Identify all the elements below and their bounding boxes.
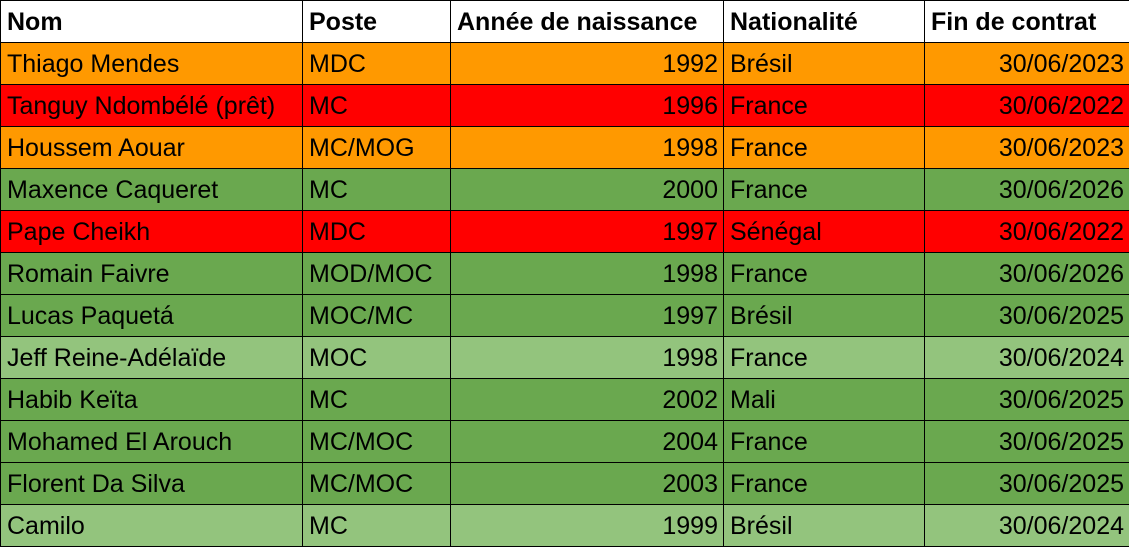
table-row: Mohamed El Arouch MC/MOC 2004 France 30/06/2… (0, 420, 1129, 463)
header-nom: Nom (0, 0, 303, 43)
table-row: Habib Keïta MC 2002 Mali 30/06/2025 (0, 378, 1129, 421)
cell-poste: MC/MOC (302, 462, 451, 505)
table-row: Tanguy Ndombélé (prêt) MC 1996 France 30/06/… (0, 84, 1129, 127)
header-fin-de-contrat: Fin de contrat (924, 0, 1129, 43)
cell-nom: Camilo (0, 504, 303, 547)
cell-fin-de-contrat: 30/06/2022 (924, 210, 1129, 253)
cell-poste: MDC (302, 42, 451, 85)
cell-nationalite: Brésil (723, 504, 925, 547)
cell-poste: MOC (302, 336, 451, 379)
header-row: Nom Poste Année de naissance Nationalité… (0, 0, 1129, 43)
cell-nationalite: Brésil (723, 42, 925, 85)
table-row: Florent Da Silva MC/MOC 2003 France 30/06/20… (0, 462, 1129, 505)
cell-fin-de-contrat: 30/06/2025 (924, 294, 1129, 337)
cell-nationalite: France (723, 84, 925, 127)
cell-nationalite: France (723, 420, 925, 463)
cell-annee-de-naissance: 1996 (450, 84, 724, 127)
cell-nationalite: France (723, 126, 925, 169)
cell-nationalite: Mali (723, 378, 925, 421)
cell-nom: Houssem Aouar (0, 126, 303, 169)
table-row: Romain Faivre MOD/MOC 1998 France 30/06/2026 (0, 252, 1129, 295)
cell-fin-de-contrat: 30/06/2024 (924, 504, 1129, 547)
cell-nationalite: France (723, 252, 925, 295)
cell-poste: MC (302, 84, 451, 127)
table-body: Thiago Mendes MDC 1992 Brésil 30/06/2023 Tang… (0, 42, 1129, 547)
cell-poste: MC/MOG (302, 126, 451, 169)
cell-fin-de-contrat: 30/06/2023 (924, 42, 1129, 85)
cell-annee-de-naissance: 1997 (450, 210, 724, 253)
cell-fin-de-contrat: 30/06/2024 (924, 336, 1129, 379)
table-row: Maxence Caqueret MC 2000 France 30/06/2026 (0, 168, 1129, 211)
cell-nom: Maxence Caqueret (0, 168, 303, 211)
cell-annee-de-naissance: 2003 (450, 462, 724, 505)
cell-fin-de-contrat: 30/06/2026 (924, 168, 1129, 211)
cell-nom: Habib Keïta (0, 378, 303, 421)
table-row: Jeff Reine-Adélaïde MOC 1998 France 30/06/20… (0, 336, 1129, 379)
cell-poste: MDC (302, 210, 451, 253)
cell-nom: Pape Cheikh (0, 210, 303, 253)
cell-nom: Lucas Paquetá (0, 294, 303, 337)
table-header: Nom Poste Année de naissance Nationalité… (0, 0, 1129, 43)
cell-annee-de-naissance: 1998 (450, 336, 724, 379)
cell-annee-de-naissance: 1997 (450, 294, 724, 337)
cell-nom: Thiago Mendes (0, 42, 303, 85)
cell-nom: Tanguy Ndombélé (prêt) (0, 84, 303, 127)
cell-nom: Florent Da Silva (0, 462, 303, 505)
cell-nationalite: France (723, 168, 925, 211)
table-row: Camilo MC 1999 Brésil 30/06/2024 (0, 504, 1129, 547)
cell-annee-de-naissance: 2002 (450, 378, 724, 421)
cell-nationalite: Brésil (723, 294, 925, 337)
cell-poste: MOC/MC (302, 294, 451, 337)
header-annee-de-naissance: Année de naissance (450, 0, 724, 43)
cell-nationalite: France (723, 336, 925, 379)
header-poste: Poste (302, 0, 451, 43)
cell-poste: MC (302, 378, 451, 421)
cell-fin-de-contrat: 30/06/2025 (924, 378, 1129, 421)
cell-nom: Romain Faivre (0, 252, 303, 295)
cell-fin-de-contrat: 30/06/2022 (924, 84, 1129, 127)
table-row: Thiago Mendes MDC 1992 Brésil 30/06/2023 (0, 42, 1129, 85)
cell-nom: Mohamed El Arouch (0, 420, 303, 463)
cell-fin-de-contrat: 30/06/2023 (924, 126, 1129, 169)
cell-poste: MC (302, 168, 451, 211)
cell-annee-de-naissance: 2000 (450, 168, 724, 211)
table-row: Pape Cheikh MDC 1997 Sénégal 30/06/2022 (0, 210, 1129, 253)
table-row: Houssem Aouar MC/MOG 1998 France 30/06/2023 (0, 126, 1129, 169)
cell-annee-de-naissance: 2004 (450, 420, 724, 463)
cell-nom: Jeff Reine-Adélaïde (0, 336, 303, 379)
cell-poste: MOD/MOC (302, 252, 451, 295)
cell-annee-de-naissance: 1992 (450, 42, 724, 85)
table-row: Lucas Paquetá MOC/MC 1997 Brésil 30/06/2025 (0, 294, 1129, 337)
header-nationalite: Nationalité (723, 0, 925, 43)
cell-poste: MC/MOC (302, 420, 451, 463)
cell-annee-de-naissance: 1998 (450, 126, 724, 169)
cell-poste: MC (302, 504, 451, 547)
cell-nationalite: France (723, 462, 925, 505)
cell-fin-de-contrat: 30/06/2025 (924, 420, 1129, 463)
cell-annee-de-naissance: 1998 (450, 252, 724, 295)
cell-fin-de-contrat: 30/06/2026 (924, 252, 1129, 295)
cell-annee-de-naissance: 1999 (450, 504, 724, 547)
cell-nationalite: Sénégal (723, 210, 925, 253)
cell-fin-de-contrat: 30/06/2025 (924, 462, 1129, 505)
